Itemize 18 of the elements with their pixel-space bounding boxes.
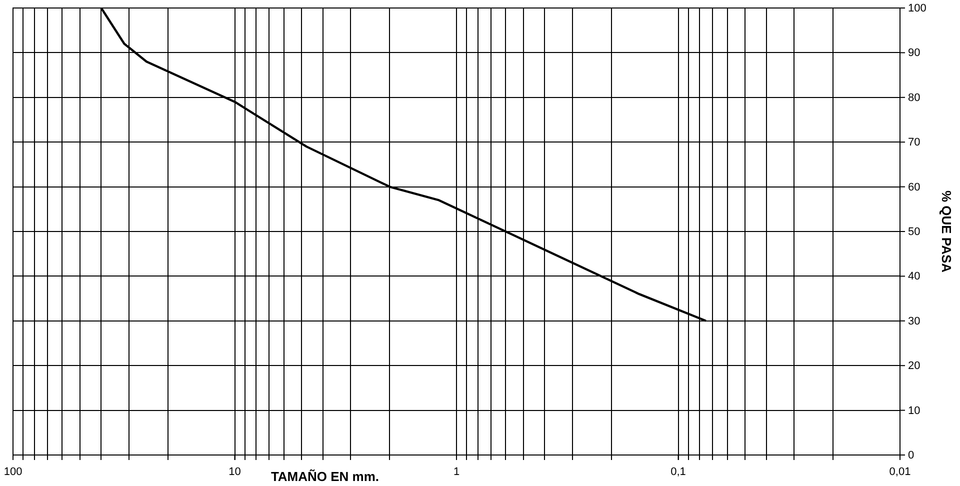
x-tick-label: 1 <box>453 466 460 478</box>
y-tick-label: 70 <box>908 136 920 149</box>
y-tick-label: 50 <box>908 226 920 238</box>
y-tick-label: 60 <box>908 181 920 194</box>
y-axis-title: % QUE PASA <box>939 190 954 274</box>
y-tick-label: 90 <box>908 47 920 60</box>
x-tick-label: 10 <box>228 466 241 478</box>
x-tick-label: 100 <box>4 466 22 478</box>
y-tick-label: 10 <box>908 404 920 417</box>
y-tick-label: 40 <box>908 270 920 283</box>
y-tick-label: 0 <box>908 450 914 462</box>
y-tick-label: 30 <box>908 315 920 328</box>
y-tick-label: 20 <box>908 360 920 372</box>
x-tick-label: 0,1 <box>670 466 686 478</box>
y-tick-label: 80 <box>908 92 920 104</box>
x-tick-label: 0,01 <box>889 466 911 478</box>
y-tick-label: 100 <box>908 2 926 15</box>
x-axis-title: TAMAÑO EN mm. <box>270 469 380 484</box>
